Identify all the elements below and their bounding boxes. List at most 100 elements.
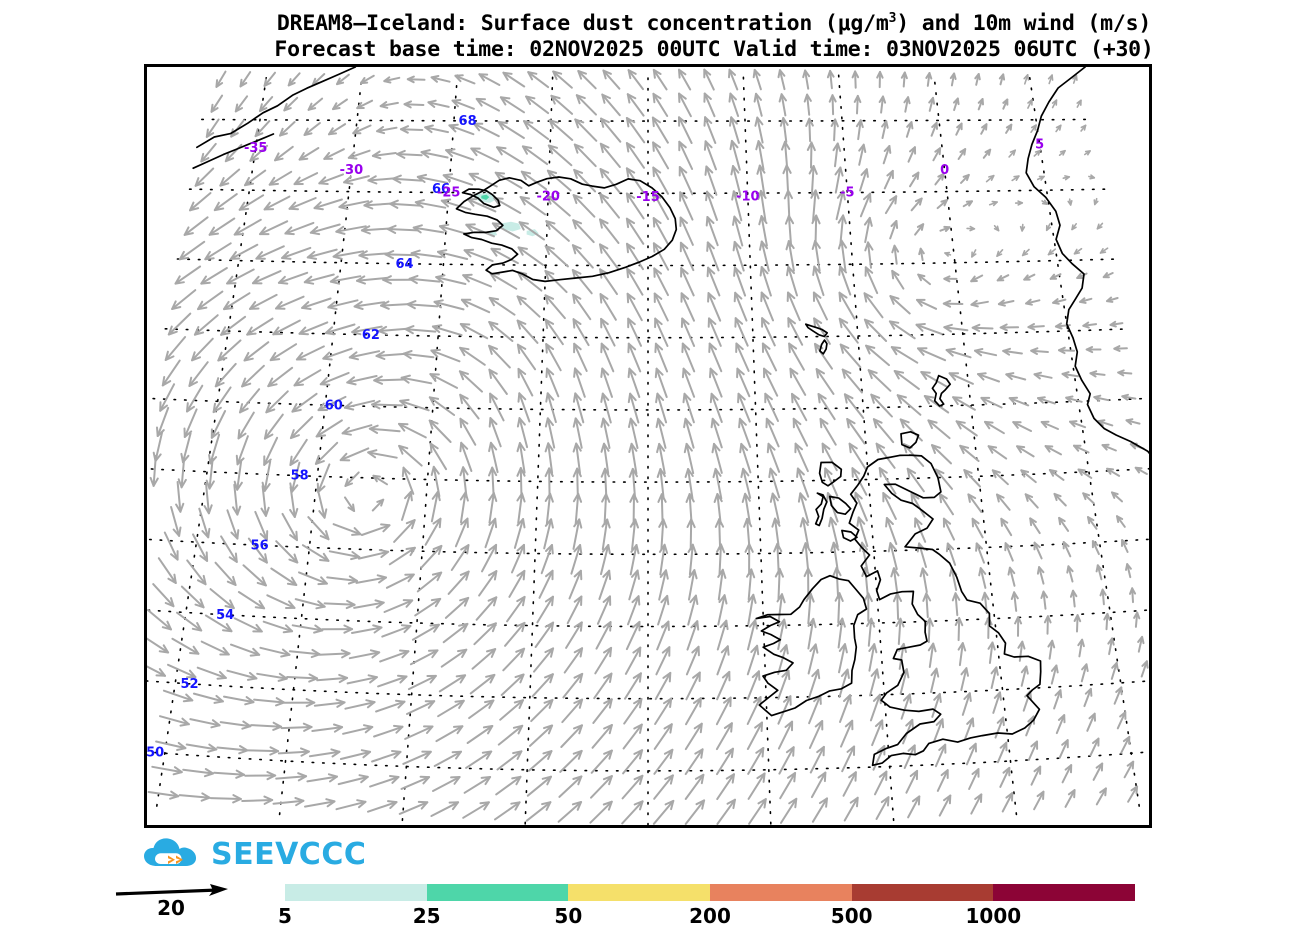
wind-vector	[169, 314, 191, 335]
wind-vector	[189, 362, 207, 386]
wind-vector	[465, 777, 491, 793]
wind-vector	[292, 394, 316, 412]
wind-vector	[166, 337, 185, 360]
wind-vector	[550, 120, 573, 140]
wind-vector	[399, 424, 426, 438]
wind-vector	[216, 563, 236, 585]
wind-vector	[266, 391, 288, 412]
cloud-icon	[143, 837, 205, 871]
title-line-1-post: ) and 10m wind (m/s)	[896, 11, 1151, 36]
wind-vector	[686, 775, 704, 799]
wind-vector	[792, 394, 806, 420]
wind-vector	[534, 648, 553, 671]
wind-vector	[527, 802, 551, 821]
wind-vector	[163, 361, 180, 386]
wind-vector	[575, 145, 596, 167]
wind-vector	[654, 775, 673, 798]
wind-vector	[561, 725, 582, 747]
wind-vector	[239, 592, 264, 608]
wind-vector	[216, 364, 236, 386]
wind-vector	[627, 269, 642, 295]
dust-concentration-colorbar[interactable]	[285, 884, 1135, 901]
wind-vector	[627, 143, 644, 168]
wind-vector	[177, 613, 201, 631]
chart-title-block: DREAM8—Iceland: Surface dust concentrati…	[144, 6, 1284, 63]
wind-vector	[811, 143, 812, 168]
wind-vector	[245, 342, 269, 360]
colorbar-tick-50: 50	[554, 904, 582, 928]
wind-vector	[559, 776, 581, 797]
wind-vector	[221, 536, 237, 562]
wind-vector	[529, 751, 552, 771]
meridian-5	[1029, 74, 1139, 806]
wind-vector	[195, 315, 218, 335]
wind-vector	[490, 298, 515, 315]
wind-vector	[430, 397, 454, 415]
wind-vector	[242, 366, 264, 387]
wind-vector	[653, 142, 668, 168]
wind-vector	[426, 519, 441, 545]
wind-vector	[320, 653, 350, 654]
latitude-label-58: 58	[291, 469, 309, 484]
wind-vector	[790, 369, 805, 395]
wind-vector	[563, 674, 582, 698]
wind-vector	[780, 773, 795, 798]
wind-vector	[565, 648, 582, 672]
longitude-label-5: 5	[1035, 137, 1044, 152]
wind-vector	[198, 292, 222, 310]
wind-vector	[814, 318, 830, 344]
wind-vector	[654, 218, 668, 244]
wind-vector	[679, 142, 692, 169]
wind-vector	[287, 677, 317, 678]
wind-vector	[265, 415, 283, 439]
wind-vector	[898, 395, 921, 415]
latitude-label-54: 54	[216, 608, 234, 623]
graticule-label-layer: 68666462605856545250-35-30-25-20-15-10-5…	[147, 114, 1044, 761]
wind-vector	[628, 294, 642, 320]
wind-vector	[489, 370, 507, 394]
wind-vector	[291, 417, 312, 438]
wind-vector	[592, 751, 612, 773]
wind-vector	[877, 444, 895, 468]
wind-vector	[843, 370, 862, 393]
title-line-1-pre: DREAM8—Iceland: Surface dust concentrati…	[277, 11, 889, 36]
wind-vector	[182, 587, 204, 608]
coastline-hebrides1	[816, 493, 827, 525]
wind-vector	[489, 346, 510, 368]
wind-vector	[624, 725, 642, 749]
wind-vector	[482, 545, 496, 572]
wind-vector	[600, 219, 619, 243]
wind-vector	[601, 144, 620, 167]
wind-vector	[210, 219, 235, 235]
colorbar-segment-2	[568, 884, 710, 901]
wind-vector	[573, 270, 592, 293]
wind-vector	[892, 347, 918, 363]
wind-vector	[227, 270, 254, 284]
longitude-label--30: -30	[340, 163, 364, 178]
wind-vector	[593, 725, 612, 748]
wind-vector	[147, 636, 168, 652]
wind-vector	[602, 95, 620, 116]
wind-vector	[172, 290, 195, 309]
wind-vector	[187, 386, 202, 412]
wind-vector	[518, 272, 542, 291]
latitude-label-56: 56	[251, 538, 269, 553]
wind-vector	[590, 802, 611, 823]
wind-vector	[717, 800, 735, 824]
wind-vector	[654, 801, 673, 824]
wind-vector	[600, 194, 619, 217]
wind-vector	[601, 119, 620, 142]
wind-vector	[540, 571, 553, 598]
wind-vector	[519, 369, 533, 396]
wind-vector	[438, 701, 464, 716]
map-canvas: 68666462605856545250-35-30-25-20-15-10-5…	[147, 67, 1149, 825]
wind-vector	[717, 749, 733, 774]
wind-vector	[496, 777, 520, 795]
wind-vector	[446, 598, 468, 618]
wind-vector	[248, 750, 278, 751]
wind-vector	[489, 322, 512, 341]
wind-vector	[180, 242, 204, 259]
wind-vector	[518, 345, 535, 370]
latitude-label-60: 60	[325, 398, 343, 413]
